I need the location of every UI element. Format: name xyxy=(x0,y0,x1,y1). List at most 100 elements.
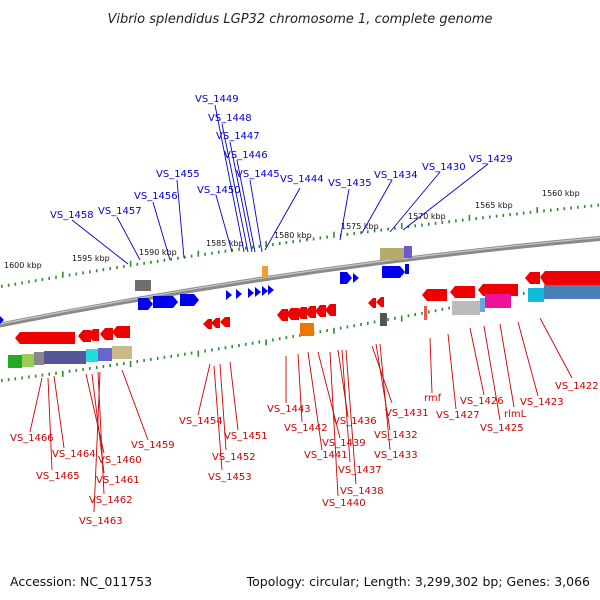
gene-label[interactable]: VS_1447 xyxy=(216,131,260,142)
gene-block xyxy=(262,266,268,278)
gene-label[interactable]: VS_1457 xyxy=(98,206,142,217)
gene-label[interactable]: VS_1423 xyxy=(520,397,564,408)
ruler-major-tick xyxy=(468,214,471,221)
gene-label[interactable]: VS_1462 xyxy=(89,495,133,506)
ruler-minor-tick xyxy=(414,224,416,228)
gene-label[interactable]: VS_1456 xyxy=(134,191,178,202)
gene-label[interactable]: VS_1435 xyxy=(328,178,372,189)
gene-label[interactable]: VS_1439 xyxy=(322,438,366,449)
gene-block xyxy=(452,301,480,315)
gene-label[interactable]: VS_1440 xyxy=(322,498,366,509)
gene-label[interactable]: VS_1449 xyxy=(195,94,239,105)
gene-block xyxy=(8,355,22,368)
gene-label[interactable]: VS_1436 xyxy=(333,416,377,427)
ruler-minor-tick xyxy=(414,313,416,316)
ruler-minor-tick xyxy=(556,207,559,211)
ruler-minor-tick xyxy=(380,228,383,232)
gene-label[interactable]: VS_1446 xyxy=(224,150,268,161)
gene-label[interactable]: VS_1452 xyxy=(212,452,256,463)
gene-label[interactable]: VS_1422 xyxy=(555,381,599,392)
gene-arrow xyxy=(203,319,212,329)
gene-label[interactable]: VS_1460 xyxy=(98,455,142,466)
gene-arrow xyxy=(382,266,405,278)
gene-arrow xyxy=(180,294,199,306)
gene-block xyxy=(405,264,409,274)
gene-arrow xyxy=(478,284,518,296)
ruler-minor-tick xyxy=(177,256,179,260)
gene-label[interactable]: rlmL xyxy=(504,409,527,420)
ruler-minor-tick xyxy=(326,235,328,239)
gene-label[interactable]: VS_1434 xyxy=(374,170,418,181)
gene-label[interactable]: VS_1442 xyxy=(284,423,328,434)
gene-label[interactable]: VS_1445 xyxy=(236,169,280,180)
ruler-minor-tick xyxy=(353,232,355,235)
gene-label[interactable]: VS_1426 xyxy=(460,396,504,407)
ruler-minor-tick xyxy=(346,232,349,236)
gene-arrow xyxy=(248,288,254,298)
kbp-label-1595: 1595 kbp xyxy=(72,254,110,263)
gene-label[interactable]: VS_1453 xyxy=(208,472,252,483)
gene-label[interactable]: VS_1454 xyxy=(179,416,223,427)
gene-arrow xyxy=(296,307,307,319)
kbp-label-1570: 1570 kbp xyxy=(408,212,446,221)
ruler-minor-tick xyxy=(143,261,145,265)
gene-label[interactable]: VS_1437 xyxy=(338,465,382,476)
gene-arrow xyxy=(226,290,232,300)
ruler-major-tick xyxy=(197,250,200,257)
gene-label[interactable]: VS_1425 xyxy=(480,423,524,434)
gene-label[interactable]: VS_1461 xyxy=(96,475,140,486)
gene-label[interactable]: VS_1438 xyxy=(340,486,384,497)
ruler-minor-tick xyxy=(319,330,322,334)
gene-label[interactable]: VS_1458 xyxy=(50,210,94,221)
gene-label[interactable]: VS_1431 xyxy=(385,408,429,419)
ruler-minor-tick xyxy=(238,344,240,347)
ruler-minor-tick xyxy=(421,223,423,227)
ruler-minor-tick xyxy=(143,359,145,362)
gene-label[interactable]: VS_1465 xyxy=(36,471,80,482)
gene-arrow xyxy=(325,304,336,316)
gene-label[interactable]: VS_1430 xyxy=(422,162,466,173)
gene-block xyxy=(480,298,485,312)
gene-label[interactable]: VS_1427 xyxy=(436,410,480,421)
ruler-minor-tick xyxy=(136,262,139,266)
gene-label[interactable]: VS_1448 xyxy=(208,113,252,124)
gene-label[interactable]: VS_1429 xyxy=(469,154,513,165)
ruler-minor-tick xyxy=(346,325,349,329)
ruler-minor-tick xyxy=(258,244,261,248)
ruler-minor-tick xyxy=(190,351,193,355)
ruler-minor-tick xyxy=(550,208,552,212)
ruler-minor-tick xyxy=(516,212,518,216)
ruler-minor-tick xyxy=(326,329,328,332)
gene-label[interactable]: VS_1459 xyxy=(131,440,175,451)
ruler-minor-tick xyxy=(34,374,37,378)
kbp-label-1560: 1560 kbp xyxy=(542,189,580,198)
gene-label[interactable]: VS_1466 xyxy=(10,433,54,444)
ruler-minor-tick xyxy=(48,372,50,376)
reverse-gene-labels: VS_1466 VS_1464 VS_1465 VS_1460 VS_1461 … xyxy=(10,381,599,527)
gene-arrow xyxy=(305,306,316,318)
ruler-minor-tick xyxy=(292,334,294,338)
gene-label[interactable]: VS_1464 xyxy=(52,449,96,460)
kbp-label-1590: 1590 kbp xyxy=(139,248,177,257)
gene-label[interactable]: VS_1444 xyxy=(280,174,324,185)
gene-label[interactable]: VS_1450 xyxy=(197,185,241,196)
gene-label[interactable]: VS_1455 xyxy=(156,169,200,180)
ruler-minor-tick xyxy=(455,219,457,223)
ruler-major-tick xyxy=(62,271,64,278)
gene-arrow xyxy=(277,309,288,321)
gene-label[interactable]: VS_1443 xyxy=(267,404,311,415)
ruler-minor-tick xyxy=(428,222,430,226)
gene-arrow xyxy=(368,298,376,308)
ruler-minor-tick xyxy=(245,342,247,346)
gene-label[interactable]: VS_1433 xyxy=(374,450,418,461)
ruler-minor-tick xyxy=(387,227,389,231)
ruler-minor-tick xyxy=(590,204,593,208)
gene-label[interactable]: VS_1463 xyxy=(79,516,123,527)
gene-label[interactable]: VS_1432 xyxy=(374,430,418,441)
gene-label[interactable]: VS_1451 xyxy=(224,431,268,442)
gene-block xyxy=(135,280,151,291)
gene-label[interactable]: rmf xyxy=(424,393,442,404)
reverse-leader-lines xyxy=(29,317,573,513)
gene-label[interactable]: VS_1441 xyxy=(304,450,348,461)
ruler-minor-tick xyxy=(448,306,450,310)
